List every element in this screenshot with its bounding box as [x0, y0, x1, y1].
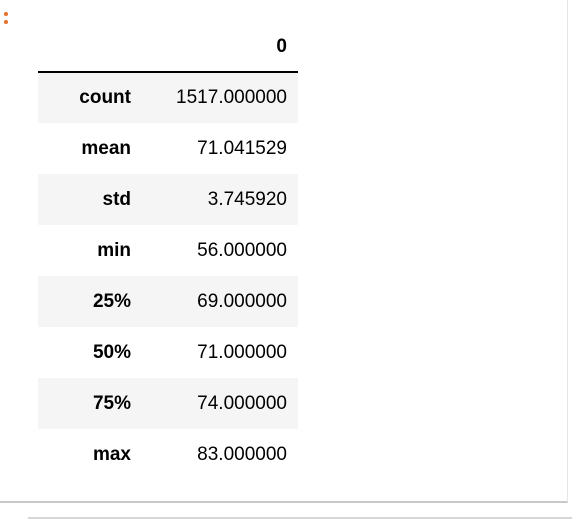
- table-row: 25% 69.000000: [38, 276, 298, 327]
- row-value: 71.000000: [197, 341, 287, 363]
- next-cell-divider: [28, 517, 572, 519]
- row-value: 74.000000: [197, 392, 287, 414]
- row-value: 71.041529: [197, 137, 287, 159]
- table-row: max 83.000000: [38, 429, 298, 480]
- output-prompt-icon[interactable]: [4, 4, 10, 24]
- index-header: [38, 22, 142, 73]
- dataframe-table: 0 count 1517.000000 mean 71.041529 std 3…: [38, 22, 298, 480]
- output-cell-frame: [0, 0, 568, 503]
- prompt-dot: [4, 12, 8, 16]
- row-value: 83.000000: [197, 443, 287, 465]
- column-header: 0: [142, 22, 298, 73]
- row-label: count: [79, 87, 131, 108]
- prompt-dot: [4, 20, 8, 24]
- row-value: 3.745920: [207, 188, 287, 210]
- row-label: max: [92, 443, 131, 465]
- table-row: min 56.000000: [38, 225, 298, 276]
- table-row: std 3.745920: [38, 174, 298, 225]
- table-row: count 1517.000000: [38, 72, 298, 123]
- row-value: 1517.000000: [176, 87, 287, 108]
- table-row: mean 71.041529: [38, 123, 298, 174]
- row-label: min: [97, 239, 131, 261]
- row-value: 69.000000: [197, 290, 287, 312]
- row-label: 25%: [92, 290, 131, 312]
- row-label: 50%: [92, 341, 131, 363]
- table-header-row: 0: [38, 22, 298, 73]
- row-value: 56.000000: [197, 239, 287, 261]
- table-row: 50% 71.000000: [38, 327, 298, 378]
- row-label: std: [102, 188, 132, 210]
- row-label: mean: [81, 137, 131, 159]
- table-row: 75% 74.000000: [38, 378, 298, 429]
- row-label: 75%: [92, 392, 131, 414]
